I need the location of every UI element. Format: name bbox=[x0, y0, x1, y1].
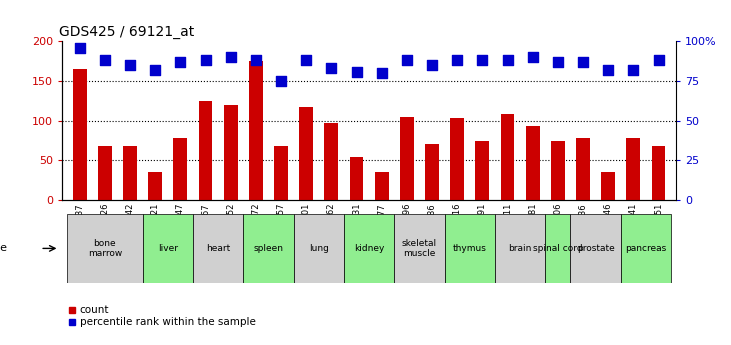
Bar bbox=[576, 138, 590, 200]
Text: brain: brain bbox=[509, 244, 532, 253]
Point bbox=[225, 55, 237, 60]
Point bbox=[451, 58, 463, 63]
Bar bbox=[425, 144, 439, 200]
Point bbox=[426, 62, 438, 68]
Bar bbox=[375, 172, 389, 200]
Bar bbox=[526, 126, 539, 200]
Point bbox=[477, 58, 488, 63]
Point bbox=[376, 70, 387, 76]
Bar bbox=[294, 214, 344, 283]
Bar bbox=[394, 214, 444, 283]
Bar bbox=[602, 172, 616, 200]
Bar bbox=[274, 146, 288, 200]
Bar bbox=[400, 117, 414, 200]
Bar bbox=[626, 138, 640, 200]
Point bbox=[627, 67, 639, 73]
Text: GDS425 / 69121_at: GDS425 / 69121_at bbox=[59, 25, 194, 39]
Bar bbox=[344, 214, 394, 283]
Bar bbox=[299, 107, 313, 200]
Point bbox=[602, 67, 614, 73]
Bar bbox=[475, 141, 489, 200]
Point bbox=[175, 59, 186, 65]
Bar bbox=[450, 118, 464, 200]
Text: pancreas: pancreas bbox=[625, 244, 667, 253]
Bar bbox=[551, 141, 565, 200]
Bar bbox=[123, 146, 137, 200]
Text: thymus: thymus bbox=[453, 244, 487, 253]
Text: prostate: prostate bbox=[577, 244, 615, 253]
Bar bbox=[545, 214, 570, 283]
Text: liver: liver bbox=[158, 244, 178, 253]
Legend: count, percentile rank within the sample: count, percentile rank within the sample bbox=[67, 305, 256, 327]
Point bbox=[653, 58, 664, 63]
Point bbox=[250, 58, 262, 63]
Bar bbox=[73, 69, 87, 200]
Point bbox=[300, 58, 312, 63]
Bar bbox=[249, 61, 263, 200]
Text: kidney: kidney bbox=[354, 244, 385, 253]
Bar bbox=[651, 146, 665, 200]
Bar bbox=[98, 146, 112, 200]
Bar bbox=[501, 114, 515, 200]
Point bbox=[401, 58, 413, 63]
Bar bbox=[199, 101, 213, 200]
Point bbox=[200, 58, 211, 63]
Bar bbox=[143, 214, 193, 283]
Bar bbox=[349, 157, 363, 200]
Bar bbox=[444, 214, 495, 283]
Text: bone
marrow: bone marrow bbox=[88, 239, 122, 258]
Point bbox=[552, 59, 564, 65]
Bar bbox=[570, 214, 621, 283]
Point bbox=[74, 45, 86, 50]
Text: heart: heart bbox=[206, 244, 230, 253]
Bar bbox=[173, 138, 187, 200]
Point bbox=[149, 67, 161, 73]
Bar bbox=[243, 214, 294, 283]
Point bbox=[276, 78, 287, 84]
Bar bbox=[148, 172, 162, 200]
Point bbox=[527, 55, 539, 60]
Text: lung: lung bbox=[309, 244, 329, 253]
Text: spinal cord: spinal cord bbox=[533, 244, 583, 253]
Bar bbox=[224, 105, 238, 200]
Point bbox=[325, 66, 337, 71]
Bar bbox=[325, 123, 338, 200]
Text: spleen: spleen bbox=[254, 244, 284, 253]
Point bbox=[577, 59, 589, 65]
Point bbox=[351, 69, 363, 74]
Point bbox=[501, 58, 513, 63]
Text: skeletal
muscle: skeletal muscle bbox=[402, 239, 437, 258]
Bar bbox=[495, 214, 545, 283]
Text: tissue: tissue bbox=[0, 244, 7, 253]
Point bbox=[124, 62, 136, 68]
Point bbox=[99, 58, 111, 63]
Bar bbox=[621, 214, 671, 283]
Bar bbox=[67, 214, 143, 283]
Bar bbox=[193, 214, 243, 283]
